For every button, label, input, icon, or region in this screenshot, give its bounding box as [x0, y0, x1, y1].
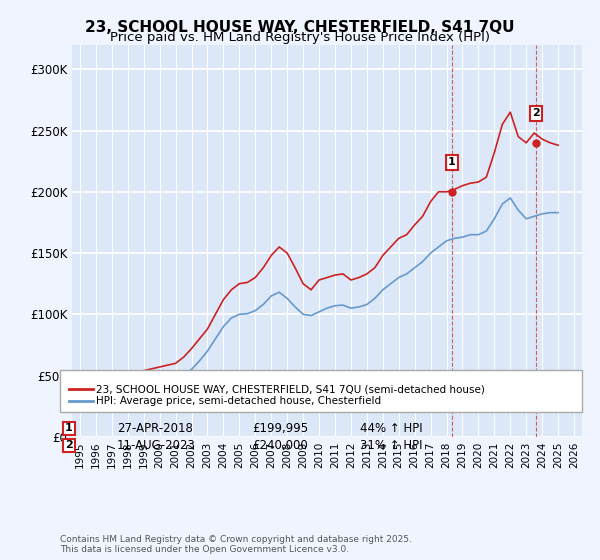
Text: £199,995: £199,995	[252, 422, 308, 435]
Text: 2: 2	[532, 108, 540, 118]
Text: 11-AUG-2023: 11-AUG-2023	[117, 438, 196, 452]
Text: £240,000: £240,000	[252, 438, 308, 452]
Text: 31% ↑ HPI: 31% ↑ HPI	[360, 438, 422, 452]
Text: Contains HM Land Registry data © Crown copyright and database right 2025.
This d: Contains HM Land Registry data © Crown c…	[60, 535, 412, 554]
Text: 1: 1	[448, 157, 455, 167]
Text: HPI: Average price, semi-detached house, Chesterfield: HPI: Average price, semi-detached house,…	[96, 396, 381, 406]
Text: 27-APR-2018: 27-APR-2018	[117, 422, 193, 435]
Text: 44% ↑ HPI: 44% ↑ HPI	[360, 422, 422, 435]
Text: 2: 2	[65, 440, 73, 450]
Text: 23, SCHOOL HOUSE WAY, CHESTERFIELD, S41 7QU: 23, SCHOOL HOUSE WAY, CHESTERFIELD, S41 …	[85, 20, 515, 35]
Text: 1: 1	[65, 423, 73, 433]
Text: 23, SCHOOL HOUSE WAY, CHESTERFIELD, S41 7QU (semi-detached house): 23, SCHOOL HOUSE WAY, CHESTERFIELD, S41 …	[96, 384, 485, 394]
Text: Price paid vs. HM Land Registry's House Price Index (HPI): Price paid vs. HM Land Registry's House …	[110, 31, 490, 44]
